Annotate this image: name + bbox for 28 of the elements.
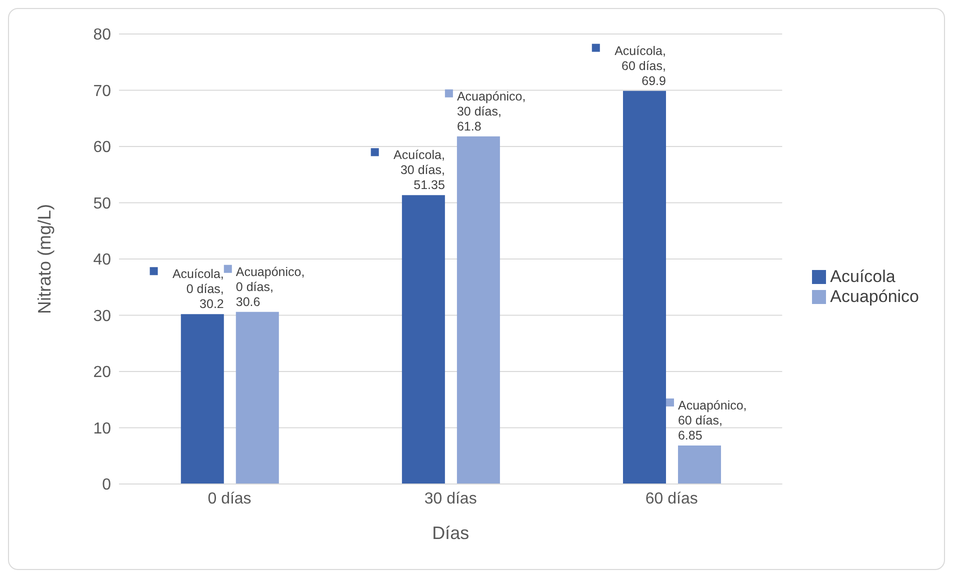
data-label: Acuícola, 30 días, 51.35 xyxy=(394,148,445,192)
y-tick-label: 50 xyxy=(93,195,112,212)
bar xyxy=(678,445,721,484)
legend-label: Acuapónico xyxy=(830,286,919,306)
y-tick-label: 10 xyxy=(93,420,112,438)
bar xyxy=(623,90,666,484)
data-label: Acuapónico, 60 días, 6.85 xyxy=(678,398,747,442)
bar xyxy=(456,136,500,484)
data-label: Acuapónico, 0 días, 30.6 xyxy=(236,264,305,309)
y-tick-label: 30 xyxy=(93,308,112,325)
bar xyxy=(180,314,224,484)
bar xyxy=(402,195,445,484)
data-label: Acuapónico, 30 días, 61.8 xyxy=(456,89,526,134)
y-tick-label: 0 xyxy=(102,476,112,494)
x-axis-title: Días xyxy=(432,523,470,543)
y-tick-label: 20 xyxy=(93,364,112,382)
y-tick-label: 80 xyxy=(93,26,112,44)
x-tick-label: 60 días xyxy=(645,490,698,508)
legend-label: Acuícola xyxy=(830,266,896,286)
y-tick-label: 70 xyxy=(93,82,112,100)
bar xyxy=(236,312,279,484)
y-axis-title: Nitrato (mg/L) xyxy=(34,204,54,314)
data-label: Acuícola, 0 días, 30.2 xyxy=(172,267,224,312)
data-label: Acuícola, 60 días, 69.9 xyxy=(614,44,666,88)
y-tick-label: 40 xyxy=(93,252,112,269)
x-tick-label: 0 días xyxy=(208,490,252,508)
y-tick-label: 60 xyxy=(93,139,112,156)
x-tick-label: 30 días xyxy=(424,490,477,508)
